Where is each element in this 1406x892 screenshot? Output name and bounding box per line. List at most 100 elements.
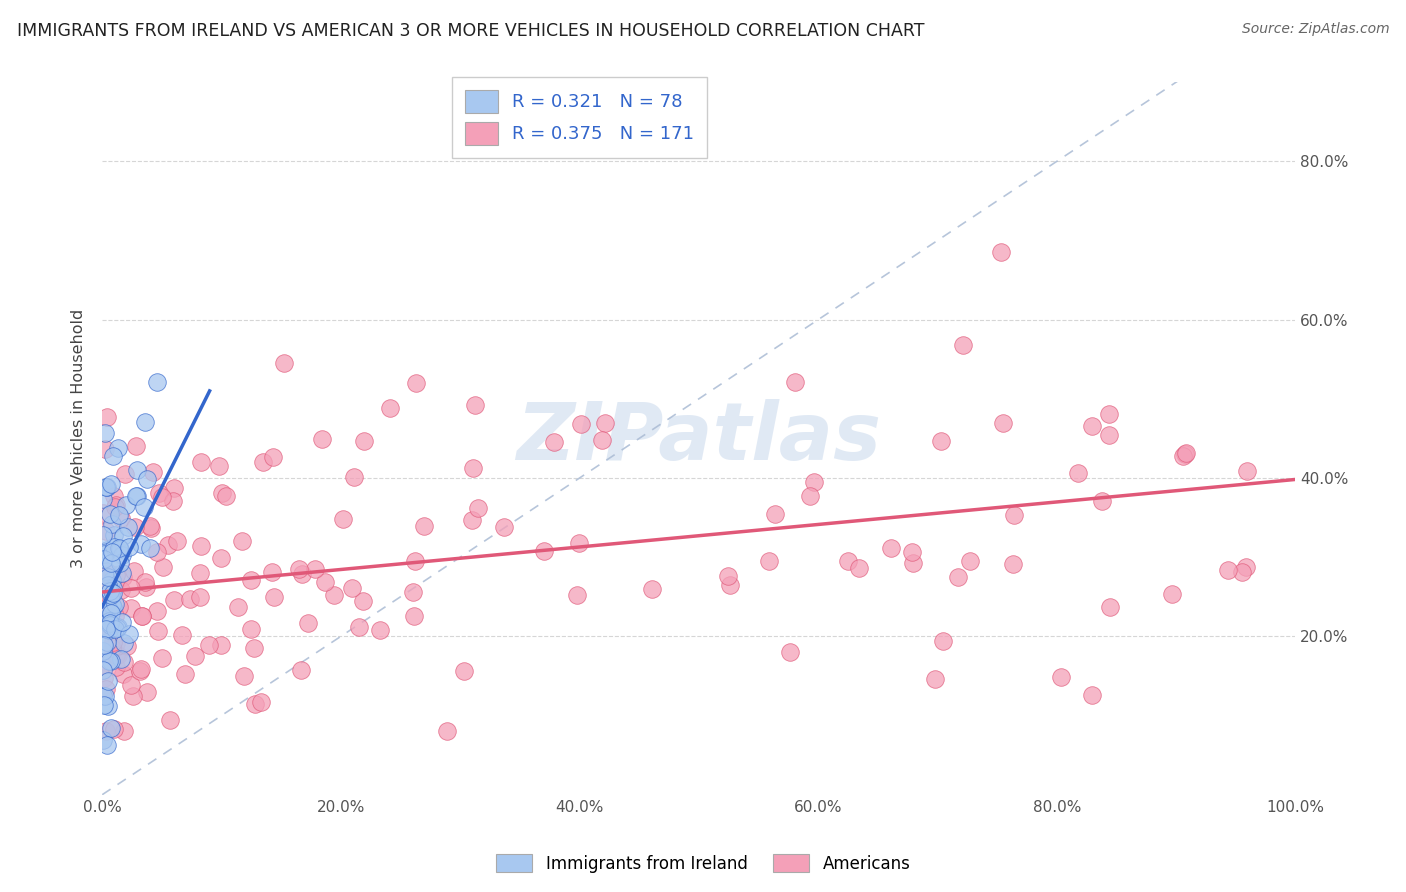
Point bbox=[107, 648, 129, 662]
Point bbox=[1049, 669, 1071, 683]
Text: Source: ZipAtlas.com: Source: ZipAtlas.com bbox=[1241, 22, 1389, 37]
Point bbox=[353, 434, 375, 449]
Point bbox=[288, 562, 311, 576]
Point bbox=[990, 244, 1012, 259]
Point bbox=[100, 588, 122, 602]
Point bbox=[112, 529, 135, 543]
Point bbox=[263, 590, 285, 604]
Point bbox=[717, 569, 740, 583]
Point bbox=[94, 442, 117, 457]
Point bbox=[783, 375, 806, 389]
Point bbox=[901, 557, 924, 571]
Point bbox=[1218, 563, 1240, 577]
Point bbox=[108, 508, 131, 522]
Point bbox=[97, 577, 120, 591]
Point bbox=[120, 678, 142, 692]
Text: IMMIGRANTS FROM IRELAND VS AMERICAN 3 OR MORE VEHICLES IN HOUSEHOLD CORRELATION : IMMIGRANTS FROM IRELAND VS AMERICAN 3 OR… bbox=[17, 22, 924, 40]
Point bbox=[101, 598, 124, 612]
Point bbox=[96, 635, 118, 649]
Point bbox=[97, 699, 120, 714]
Point bbox=[146, 376, 169, 390]
Point bbox=[145, 605, 167, 619]
Point bbox=[215, 489, 238, 503]
Point bbox=[94, 426, 117, 441]
Point bbox=[93, 690, 115, 704]
Point bbox=[98, 591, 121, 605]
Point bbox=[991, 416, 1014, 430]
Point bbox=[120, 601, 142, 615]
Point bbox=[460, 513, 482, 527]
Point bbox=[150, 490, 173, 504]
Point bbox=[1174, 447, 1197, 461]
Point bbox=[97, 622, 120, 636]
Point bbox=[211, 638, 233, 652]
Point bbox=[533, 544, 555, 558]
Point bbox=[110, 541, 132, 556]
Point bbox=[148, 486, 170, 500]
Point bbox=[453, 664, 475, 678]
Point bbox=[103, 541, 125, 555]
Point bbox=[413, 519, 436, 533]
Point bbox=[763, 507, 786, 521]
Point bbox=[125, 489, 148, 503]
Point bbox=[142, 465, 165, 479]
Point bbox=[93, 658, 115, 673]
Point bbox=[166, 533, 188, 548]
Point bbox=[932, 634, 955, 648]
Point bbox=[304, 562, 326, 576]
Point bbox=[98, 508, 121, 522]
Point bbox=[107, 442, 129, 456]
Point bbox=[1081, 419, 1104, 434]
Point bbox=[1230, 565, 1253, 579]
Point bbox=[848, 560, 870, 574]
Point bbox=[233, 669, 256, 683]
Point bbox=[104, 568, 127, 582]
Point bbox=[239, 573, 262, 587]
Point bbox=[129, 664, 152, 678]
Point bbox=[803, 475, 825, 490]
Point bbox=[252, 455, 274, 469]
Text: ZIPatlas: ZIPatlas bbox=[516, 400, 882, 477]
Point bbox=[209, 550, 232, 565]
Point bbox=[273, 356, 295, 370]
Point bbox=[569, 417, 592, 432]
Point bbox=[134, 415, 156, 429]
Point bbox=[1171, 450, 1194, 464]
Point bbox=[314, 575, 336, 590]
Point bbox=[97, 673, 120, 688]
Point bbox=[138, 518, 160, 533]
Point bbox=[93, 664, 115, 678]
Point bbox=[93, 638, 115, 652]
Point bbox=[100, 607, 122, 622]
Point bbox=[718, 578, 741, 592]
Point bbox=[94, 524, 117, 538]
Point bbox=[100, 556, 122, 570]
Point bbox=[492, 519, 515, 533]
Point bbox=[1099, 600, 1122, 615]
Point bbox=[96, 409, 118, 424]
Point bbox=[290, 663, 312, 677]
Point bbox=[110, 548, 132, 562]
Point bbox=[353, 594, 375, 608]
Point bbox=[924, 673, 946, 687]
Point bbox=[404, 554, 426, 568]
Point bbox=[129, 662, 152, 676]
Point bbox=[190, 455, 212, 469]
Point bbox=[104, 622, 127, 636]
Point bbox=[100, 477, 122, 491]
Point bbox=[226, 599, 249, 614]
Point bbox=[125, 489, 148, 503]
Point bbox=[211, 486, 233, 500]
Point bbox=[101, 449, 124, 463]
Point bbox=[112, 655, 135, 669]
Point bbox=[641, 582, 664, 597]
Point bbox=[134, 575, 156, 590]
Point bbox=[101, 635, 124, 649]
Point bbox=[242, 640, 264, 655]
Point bbox=[880, 541, 903, 555]
Point bbox=[111, 566, 134, 581]
Point bbox=[139, 541, 162, 555]
Point bbox=[115, 639, 138, 653]
Point bbox=[208, 458, 231, 473]
Point bbox=[120, 581, 142, 595]
